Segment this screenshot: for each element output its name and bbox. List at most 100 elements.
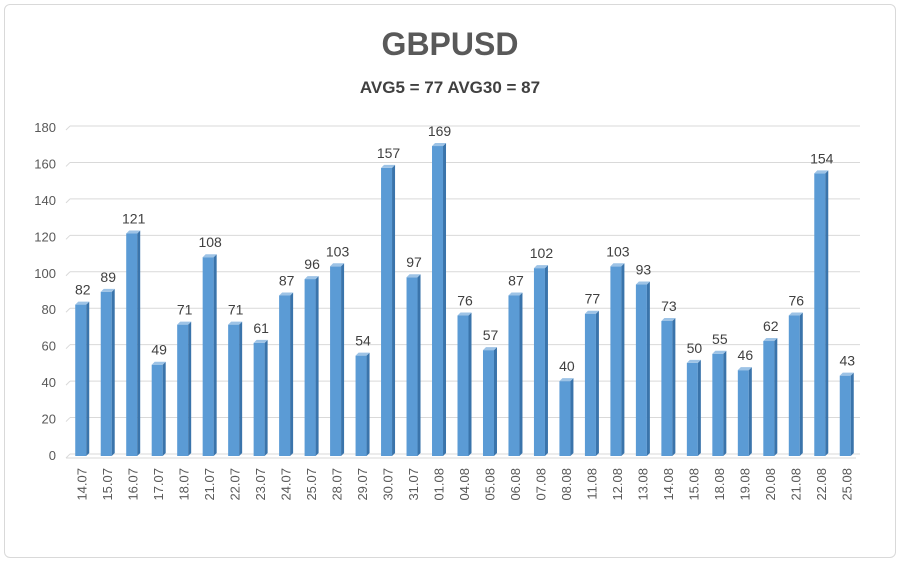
x-tick-label: 20.08: [763, 468, 778, 501]
x-tick-label: 01.08: [432, 468, 447, 501]
bar-side: [748, 367, 752, 456]
bar: [584, 310, 599, 456]
x-tick-label: 15.08: [686, 468, 701, 501]
x-tick-label: 19.08: [737, 468, 752, 501]
bar-front: [814, 173, 826, 456]
bar-front: [330, 266, 342, 456]
bar-front: [457, 315, 469, 456]
x-tick-label: 22.08: [814, 468, 829, 501]
bar-front: [661, 320, 673, 456]
data-label: 154: [810, 150, 834, 166]
bar-side: [850, 372, 854, 456]
gridline-edge: [65, 198, 71, 204]
bar-front: [686, 362, 698, 456]
chart-subtitle: AVG5 = 77 AVG30 = 87: [359, 78, 541, 97]
bar-top: [559, 378, 574, 382]
bar-top: [202, 254, 217, 258]
bar-front: [508, 295, 520, 456]
bar-top: [686, 359, 701, 363]
data-label: 71: [228, 302, 244, 318]
bar-front: [788, 315, 800, 456]
bar: [228, 321, 243, 456]
y-tick-label: 0: [49, 448, 56, 463]
bar-side: [799, 312, 803, 456]
bar-top: [584, 310, 599, 314]
bar: [661, 317, 676, 456]
x-tick-label: 17.07: [151, 468, 166, 501]
x-tick-label: 30.07: [381, 468, 396, 501]
gridline-edge: [65, 271, 71, 277]
bar: [279, 292, 294, 456]
bar-top: [355, 352, 370, 356]
bars: [75, 143, 854, 457]
data-label: 49: [151, 342, 167, 358]
data-labels: 82 89 121 49 71 108 71 61 87 96 103 54 157 97 169 76 57 8…: [75, 123, 855, 374]
bar-front: [610, 266, 622, 456]
x-tick-label: 08.08: [559, 468, 574, 501]
x-tick-label: 18.08: [712, 468, 727, 501]
bar-top: [151, 361, 166, 365]
bar-front: [381, 167, 393, 456]
bar-top: [635, 281, 650, 285]
bar: [202, 254, 217, 456]
x-tick-label: 21.07: [202, 468, 217, 501]
bar-side: [315, 276, 319, 456]
bar-top: [610, 263, 625, 267]
x-tick-label: 22.07: [228, 468, 243, 501]
data-label: 102: [530, 245, 554, 261]
gridline-edge: [65, 417, 71, 422]
x-tick-label: 23.07: [253, 468, 268, 501]
data-label: 76: [789, 293, 805, 309]
data-label: 50: [687, 340, 703, 356]
data-label: 71: [177, 302, 193, 318]
data-label: 57: [483, 327, 499, 343]
bar-side: [621, 263, 625, 456]
bar: [457, 312, 472, 456]
bar: [100, 288, 115, 456]
bar-side: [519, 292, 523, 456]
data-label: 169: [428, 123, 452, 139]
data-label: 103: [326, 243, 350, 259]
bar: [330, 263, 345, 456]
y-tick-label: 20: [42, 412, 56, 427]
bar-top: [482, 347, 497, 351]
gridline-edge: [65, 453, 71, 459]
bar-front: [559, 381, 571, 456]
bar-side: [468, 312, 472, 456]
bar-top: [406, 274, 421, 278]
gridline-edge: [65, 125, 71, 131]
bar-side: [111, 288, 115, 456]
bar-front: [100, 291, 112, 456]
bar: [686, 359, 701, 456]
bar-top: [788, 312, 803, 316]
bar-front: [202, 257, 214, 456]
bar: [355, 352, 370, 456]
data-label: 61: [253, 320, 269, 336]
bar-front: [355, 355, 367, 456]
x-tick-label: 07.08: [533, 468, 548, 501]
y-axis: 0 20 40 60 80 100 120 140 160 180: [34, 120, 56, 463]
bar: [432, 143, 447, 457]
bar-front: [432, 146, 444, 457]
bar-side: [544, 265, 548, 456]
bar: [75, 301, 90, 456]
x-tick-label: 05.08: [482, 468, 497, 501]
data-label: 87: [508, 272, 524, 288]
x-tick-label: 29.07: [355, 468, 370, 501]
x-axis: 14.07 15.07 16.07 17.07 18.07 21.07 22.07 23.07…: [75, 468, 855, 501]
data-label: 54: [355, 333, 371, 349]
bar-side: [595, 310, 599, 456]
bar: [508, 292, 523, 456]
bar: [533, 265, 548, 456]
bar-side: [825, 170, 829, 456]
x-tick-label: 24.07: [279, 468, 294, 501]
y-tick-label: 160: [34, 156, 56, 171]
gridline-edge: [65, 344, 71, 350]
bar-top: [737, 367, 752, 371]
bar-front: [279, 295, 291, 456]
x-tick-label: 25.08: [839, 468, 854, 501]
bar-top: [661, 317, 676, 321]
bar-side: [697, 359, 701, 456]
bar: [763, 338, 778, 456]
